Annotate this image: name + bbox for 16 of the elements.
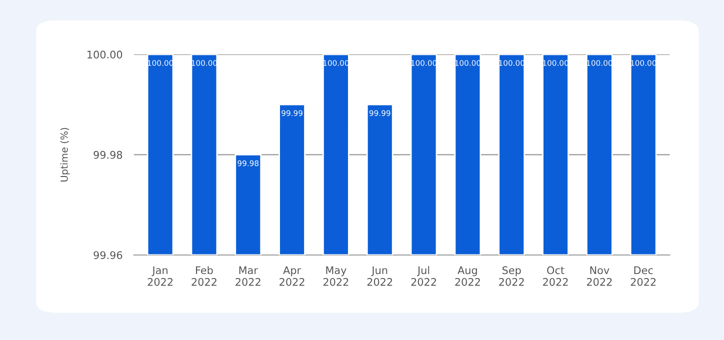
y-tick-label: 99.96 — [94, 251, 122, 260]
x-tick-label: Mar 2022 — [236, 266, 260, 286]
x-tick-label: Jul 2022 — [411, 266, 436, 286]
x-tick-label: Oct 2022 — [543, 266, 568, 286]
x-tick-label: Jan 2022 — [148, 266, 172, 286]
x-tick-label: Aug 2022 — [455, 266, 480, 286]
y-tick-label: 100.00 — [88, 50, 122, 59]
x-tick-label: Dec 2022 — [630, 266, 656, 286]
x-tick-label: May 2022 — [323, 266, 348, 286]
x-tick-label: Nov 2022 — [586, 266, 612, 286]
y-axis-title: Uptime (%) — [60, 128, 70, 182]
x-tick-label: Sep 2022 — [499, 266, 524, 286]
x-tick-label: Feb 2022 — [192, 266, 216, 286]
y-tick-label: 99.98 — [94, 150, 122, 159]
x-tick-label: Apr 2022 — [280, 266, 304, 286]
x-tick-label: Jun 2022 — [367, 266, 392, 286]
